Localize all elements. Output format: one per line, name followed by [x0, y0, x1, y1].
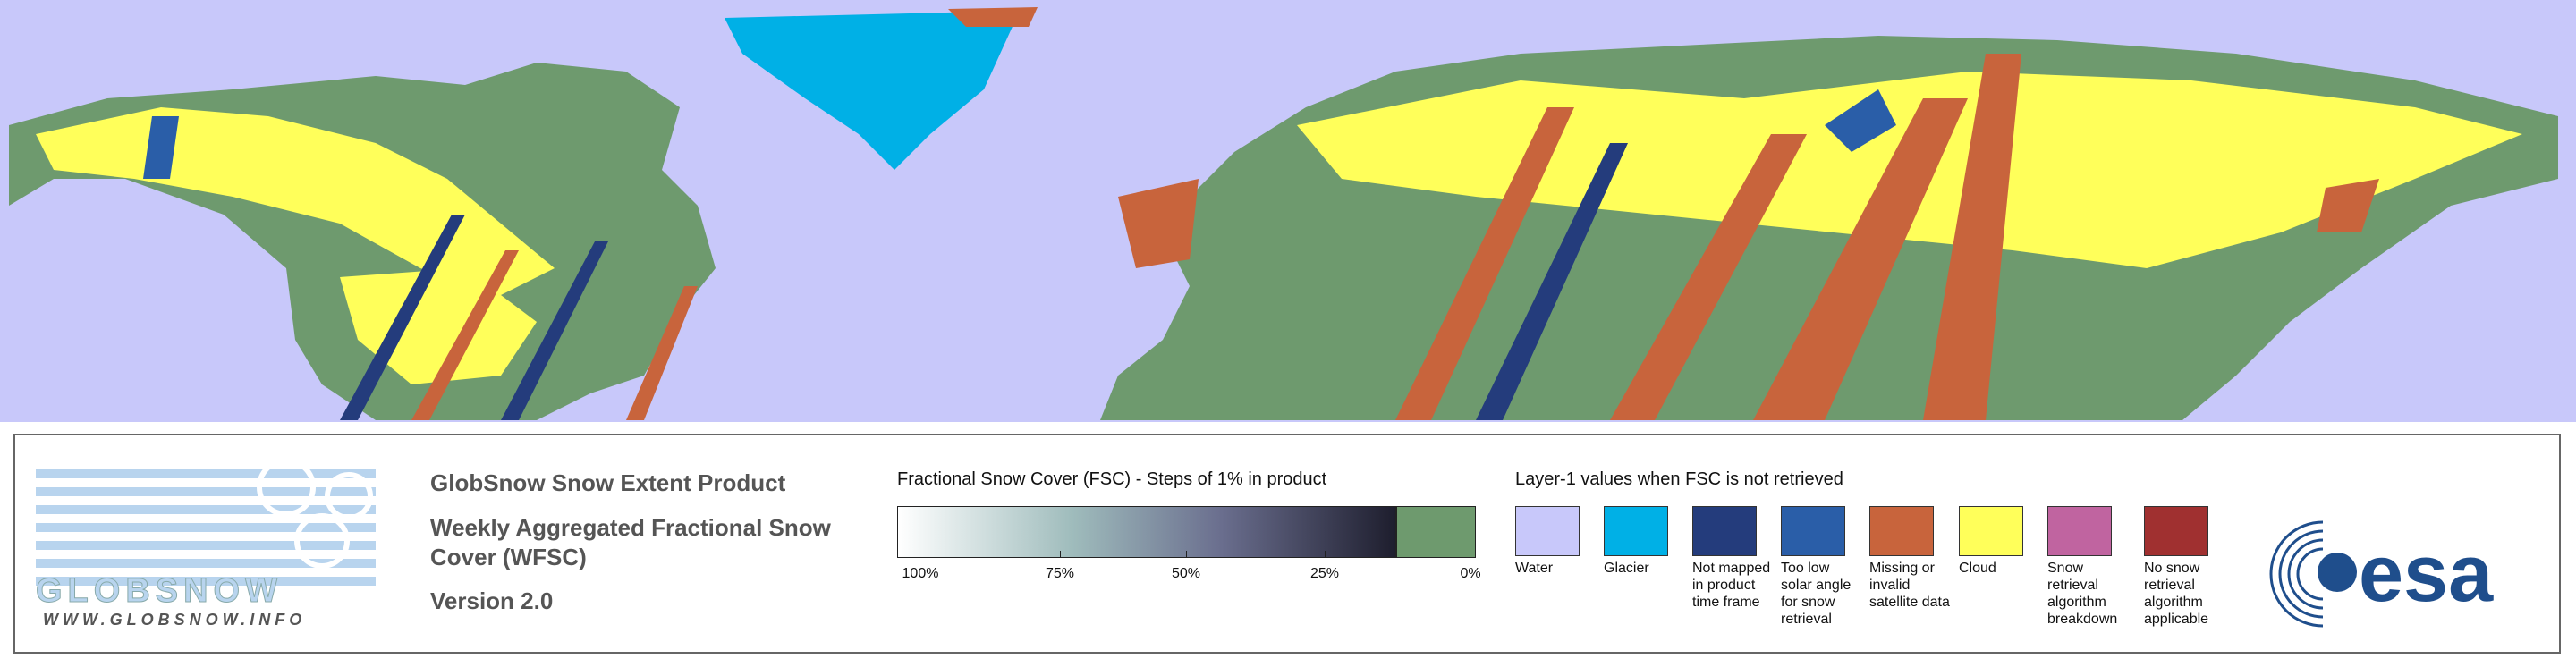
legend-panel — [13, 434, 2561, 654]
legend-swatch — [1959, 506, 2023, 556]
legend-label: Too low solar angle for snow retrieval — [1781, 561, 1852, 627]
snow-map — [0, 0, 2576, 422]
logo-name: GLOBSNOW — [36, 572, 283, 610]
fsc-tick-label: 100% — [902, 566, 939, 581]
legend-swatch — [2047, 506, 2112, 556]
fsc-tick-label: 75% — [1045, 566, 1075, 581]
legend-label: Missing or invalid satellite data — [1869, 561, 1950, 610]
legend-swatch — [1604, 506, 1668, 556]
product-version: Version 2.0 — [430, 587, 554, 614]
fsc-zero-swatch — [1396, 506, 1476, 558]
product-title: GlobSnow Snow Extent Product — [430, 469, 786, 496]
fsc-tick-label: 0% — [1460, 566, 1481, 581]
fsc-tick — [1060, 551, 1061, 558]
fsc-tick — [1186, 551, 1187, 558]
legend-swatch — [1692, 506, 1757, 556]
legend-label: Water — [1515, 561, 1554, 576]
fsc-colorbar — [897, 506, 1396, 558]
agency-name: esa — [2359, 529, 2494, 619]
legend-label: No snow retrieval algorithm applicable — [2144, 561, 2209, 627]
fsc-tick-label: 50% — [1171, 566, 1201, 581]
fsc-title: Fractional Snow Cover (FSC) - Steps of 1… — [897, 469, 1327, 489]
esa-logo: esa — [2269, 519, 2494, 635]
logo-url: WWW.GLOBSNOW.INFO — [43, 611, 306, 629]
legend-label: Not mapped in product time frame — [1692, 561, 1771, 610]
globsnow-logo: GLOBSNOW WWW.GLOBSNOW.INFO — [36, 458, 376, 629]
legend-swatch — [1869, 506, 1934, 556]
layer1-title: Layer-1 values when FSC is not retrieved — [1515, 469, 1843, 489]
fsc-tick — [1325, 551, 1326, 558]
legend-swatch — [2144, 506, 2208, 556]
legend-label: Glacier — [1604, 561, 1649, 576]
legend-swatch — [1781, 506, 1845, 556]
legend-label: Cloud — [1959, 561, 1996, 576]
legend-swatch — [1515, 506, 1580, 556]
legend-label: Snow retrieval algorithm breakdown — [2047, 561, 2118, 627]
product-subtitle: Weekly Aggregated Fractional Snow Cover … — [430, 514, 831, 570]
fsc-tick-label: 25% — [1309, 566, 1340, 581]
